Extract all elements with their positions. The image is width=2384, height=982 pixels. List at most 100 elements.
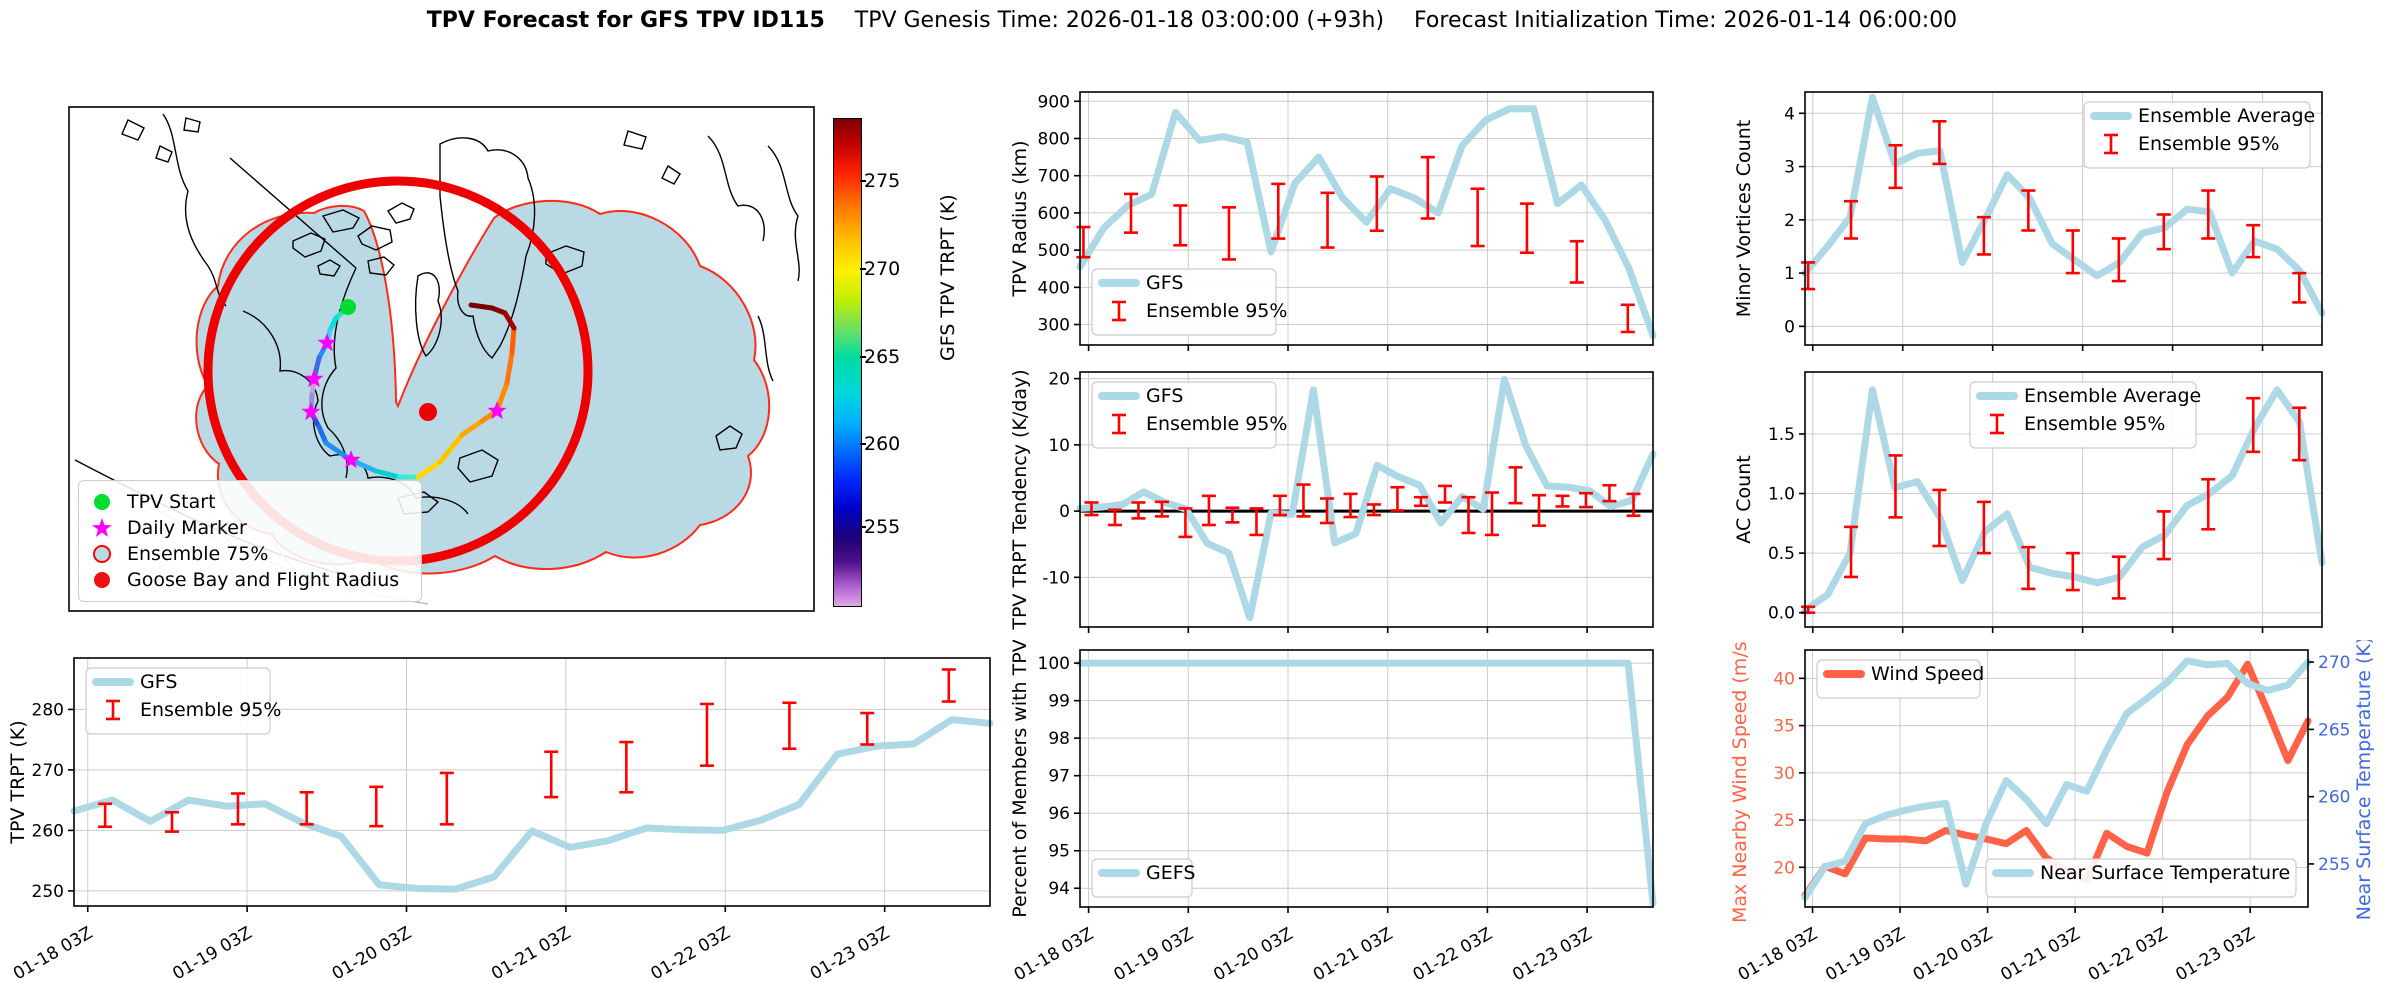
- svg-text:25: 25: [1773, 811, 1795, 831]
- gefs-line: [1076, 659, 1657, 907]
- plot-border: [73, 657, 991, 907]
- gfs-line: [1076, 105, 1657, 340]
- y-axis-label: AC Count: [1733, 455, 1755, 543]
- plot-border: [1804, 371, 2323, 628]
- svg-text:01-19 03Z: 01-19 03Z: [1822, 924, 1908, 982]
- daily-marker-icon: [92, 518, 112, 537]
- y-axis-label: TPV Radius (km): [1009, 140, 1031, 297]
- grid: [1805, 372, 2322, 627]
- ensemble-average-line: [1801, 386, 2326, 614]
- legend-label: Daily Marker: [127, 517, 247, 539]
- panel-minor-vortices: 0 1 2 3 4 Minor Vortices Count Ensemble Averag…: [1733, 91, 2326, 351]
- svg-text:0: 0: [1059, 502, 1070, 522]
- x-axis-tick-labels: 01-18 03Z 01-19 03Z 01-20 03Z 01-21 03Z 01-2…: [10, 906, 893, 982]
- panel-percent-members: 94 95 96 97 98 99 100 01-18 03Z 01-19 03Z 01-20 0…: [1009, 640, 1657, 982]
- legend-item-goose-bay: Goose Bay and Flight Radius: [91, 567, 409, 593]
- svg-text:800: 800: [1038, 130, 1070, 150]
- colorbar-tickmark: [860, 267, 866, 270]
- gfs-line: [70, 716, 994, 893]
- svg-text:01-22 03Z: 01-22 03Z: [2085, 924, 2171, 982]
- legend-label: Goose Bay and Flight Radius: [127, 569, 400, 591]
- svg-text:01-19 03Z: 01-19 03Z: [169, 923, 255, 982]
- colorbar-tick: 265: [864, 345, 901, 368]
- page-title: TPV Forecast for GFS TPV ID115 TPV Genes…: [0, 8, 2384, 33]
- plot-border: [1804, 91, 2323, 346]
- legend: GFS Ensemble 95%: [85, 667, 281, 735]
- x-axis-tick-labels: 01-18 03Z 01-19 03Z 01-20 03Z 01-21 03Z 01-2…: [1735, 907, 2259, 982]
- svg-text:01-22 03Z: 01-22 03Z: [647, 923, 733, 982]
- svg-text:600: 600: [1038, 204, 1070, 224]
- legend-label: Wind Speed: [1871, 663, 1984, 685]
- y-axis-ticks: 250 260 270 280: [32, 700, 74, 902]
- colorbar-tick: 270: [864, 257, 901, 280]
- svg-text:4: 4: [1784, 104, 1795, 124]
- x-axis-tick-labels: [1087, 345, 1588, 351]
- svg-text:01-21 03Z: 01-21 03Z: [1997, 924, 2083, 982]
- svg-text:01-18 03Z: 01-18 03Z: [10, 923, 96, 982]
- legend-label: TPV Start: [127, 491, 216, 513]
- svg-text:700: 700: [1038, 167, 1070, 187]
- svg-text:01-23 03Z: 01-23 03Z: [1509, 924, 1595, 982]
- svg-text:100: 100: [1038, 654, 1070, 674]
- coastlines: [74, 113, 800, 583]
- colorbar-tick: 260: [864, 433, 901, 456]
- y-axis-ticks: -10 0 10 20: [1042, 370, 1080, 588]
- svg-text:01-20 03Z: 01-20 03Z: [1910, 924, 1996, 982]
- svg-text:01-23 03Z: 01-23 03Z: [2172, 924, 2258, 982]
- legend-label: Ensemble 75%: [127, 543, 269, 565]
- legend-label: GEFS: [1146, 862, 1195, 884]
- svg-text:255: 255: [2318, 855, 2350, 875]
- svg-text:260: 260: [32, 821, 64, 841]
- svg-text:0.0: 0.0: [1768, 604, 1795, 624]
- svg-text:99: 99: [1048, 692, 1070, 712]
- y-axis-ticks: 0.0 0.5 1.0 1.5: [1768, 425, 1805, 624]
- svg-text:40: 40: [1773, 669, 1795, 689]
- svg-text:900: 900: [1038, 92, 1070, 112]
- svg-text:270: 270: [2318, 653, 2350, 673]
- svg-text:1.5: 1.5: [1768, 425, 1795, 445]
- near-surface-temperature-line: [1801, 657, 2312, 902]
- svg-text:20: 20: [1773, 858, 1795, 878]
- legend-label: Ensemble Average: [2024, 385, 2201, 407]
- tpv-start-icon: [94, 494, 110, 510]
- svg-text:01-20 03Z: 01-20 03Z: [329, 923, 415, 982]
- legend-label: GFS: [1146, 272, 1183, 294]
- svg-text:3: 3: [1784, 158, 1795, 178]
- colorbar-tickmark: [860, 443, 866, 446]
- panel-wind-temp: 20 25 30 35 40 255 260 265 270 01-18 03Z 01-19 03Z…: [1729, 640, 2375, 982]
- ensemble-95-errorbars: [1801, 396, 2307, 615]
- colorbar-tickmark: [860, 355, 866, 358]
- legend: GFS Ensemble 95%: [1091, 381, 1287, 449]
- right-y-axis-label: Near Surface Temperature (K): [2353, 640, 2375, 920]
- tpv-start-marker: [340, 299, 356, 315]
- title-id: TPV Forecast for GFS TPV ID115: [426, 8, 825, 33]
- legend: Ensemble Average Ensemble 95%: [2083, 101, 2315, 169]
- svg-text:250: 250: [32, 882, 64, 902]
- svg-text:300: 300: [1038, 316, 1070, 336]
- title-init-time: Forecast Initialization Time: 2026-01-14…: [1414, 8, 1958, 33]
- svg-text:280: 280: [32, 700, 64, 720]
- title-genesis-time: TPV Genesis Time: 2026-01-18 03:00:00 (+…: [854, 8, 1385, 33]
- gfs-line: [1076, 375, 1657, 622]
- svg-text:01-19 03Z: 01-19 03Z: [1111, 924, 1197, 982]
- y-axis-label: TPV TRPT (K): [7, 720, 29, 844]
- svg-text:20: 20: [1048, 370, 1070, 390]
- svg-text:260: 260: [2318, 788, 2350, 808]
- plot-border: [1079, 91, 1654, 346]
- colorbar-tickmark: [860, 526, 866, 529]
- svg-text:2: 2: [1784, 211, 1795, 231]
- legend: Near Surface Temperature: [1985, 858, 2297, 898]
- map-legend: TPV Start Daily Marker Ensemble 75% Goos…: [78, 480, 422, 602]
- svg-text:265: 265: [2318, 720, 2350, 740]
- y-axis-ticks: 300 400 500 600 700 800 900: [1038, 92, 1080, 336]
- legend-label: GFS: [140, 671, 177, 693]
- ensemble-95-errorbars: [1084, 466, 1641, 539]
- colorbar-label: GFS TPV TRPT (K): [937, 194, 959, 361]
- svg-text:01-21 03Z: 01-21 03Z: [488, 923, 574, 982]
- y-axis-label: TPV TRPT Tendency (K/day): [1009, 369, 1031, 630]
- legend-label: Near Surface Temperature: [2040, 862, 2290, 884]
- panel-trpt-tendency: -10 0 10 20 TPV TRPT Tendency (K/day) GFS Ense…: [1009, 369, 1657, 633]
- svg-text:01-20 03Z: 01-20 03Z: [1210, 924, 1296, 982]
